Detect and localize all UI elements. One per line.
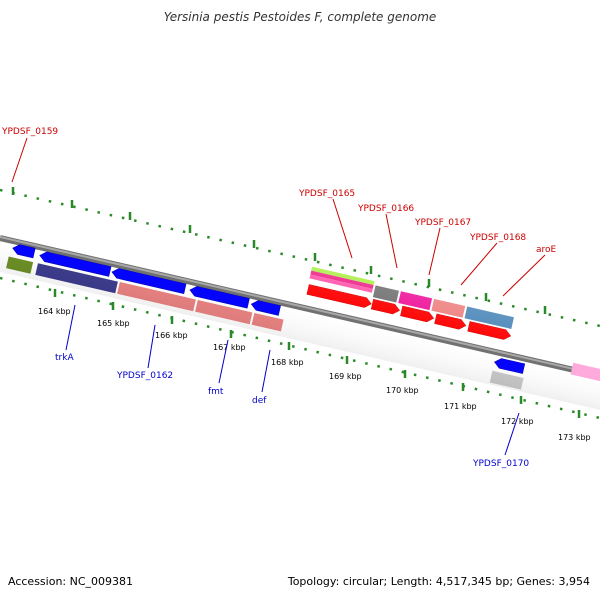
feature-def[interactable] <box>251 312 284 332</box>
gene-label-aroE[interactable]: aroE <box>536 245 557 255</box>
feature-ypdsf-0170[interactable] <box>489 370 524 390</box>
tick-label: 169 kbp <box>329 372 362 381</box>
tick-label: 170 kbp <box>386 386 419 395</box>
gene-label-ypdsf-0162[interactable]: YPDSF_0162 <box>116 371 173 381</box>
topology-text: Topology: circular; Length: 4,517,345 bp… <box>287 575 590 588</box>
gene-label-ypdsf-0167[interactable]: YPDSF_0167 <box>414 218 471 228</box>
inner-dotted-arc <box>0 276 600 420</box>
tick-label: 171 kbp <box>444 402 477 411</box>
bottom-gene-labels: trkA YPDSF_0162 fmt def YPDSF_0170 <box>55 304 529 469</box>
gene-label-ypdsf-0168[interactable]: YPDSF_0168 <box>469 233 526 243</box>
tick-label: 165 kbp <box>97 319 130 328</box>
gene-label-fmt[interactable]: fmt <box>208 387 224 397</box>
gene-label-ypdsf-0166[interactable]: YPDSF_0166 <box>357 204 414 214</box>
gene-label-ypdsf-0165[interactable]: YPDSF_0165 <box>298 189 355 199</box>
gene-label-ypdsf-0170[interactable]: YPDSF_0170 <box>472 459 529 469</box>
tick-label: 172 kbp <box>501 417 534 426</box>
tick-labels: 164 kbp 165 kbp 166 kbp 167 kbp 168 kbp … <box>38 307 591 442</box>
accession-text: Accession: NC_009381 <box>8 575 134 588</box>
tick-label: 167 kbp <box>213 343 246 352</box>
feature-pink-right-edge[interactable] <box>570 362 600 382</box>
genome-backbone <box>0 235 600 379</box>
tick-label: 173 kbp <box>558 433 591 442</box>
feature-olive-left[interactable] <box>6 256 34 274</box>
gene-label-def[interactable]: def <box>252 396 267 406</box>
top-gene-labels: YPDSF_0159 YPDSF_0165 YPDSF_0166 YPDSF_0… <box>1 127 557 297</box>
tick-label: 168 kbp <box>271 358 304 367</box>
page-title: Yersinia pestis Pestoides F, complete ge… <box>163 10 437 24</box>
tick-label: 164 kbp <box>38 307 71 316</box>
tick-label: 166 kbp <box>155 331 188 340</box>
gene-label-ypdsf-0159[interactable]: YPDSF_0159 <box>1 127 58 137</box>
gene-label-trkA[interactable]: trkA <box>55 353 74 363</box>
